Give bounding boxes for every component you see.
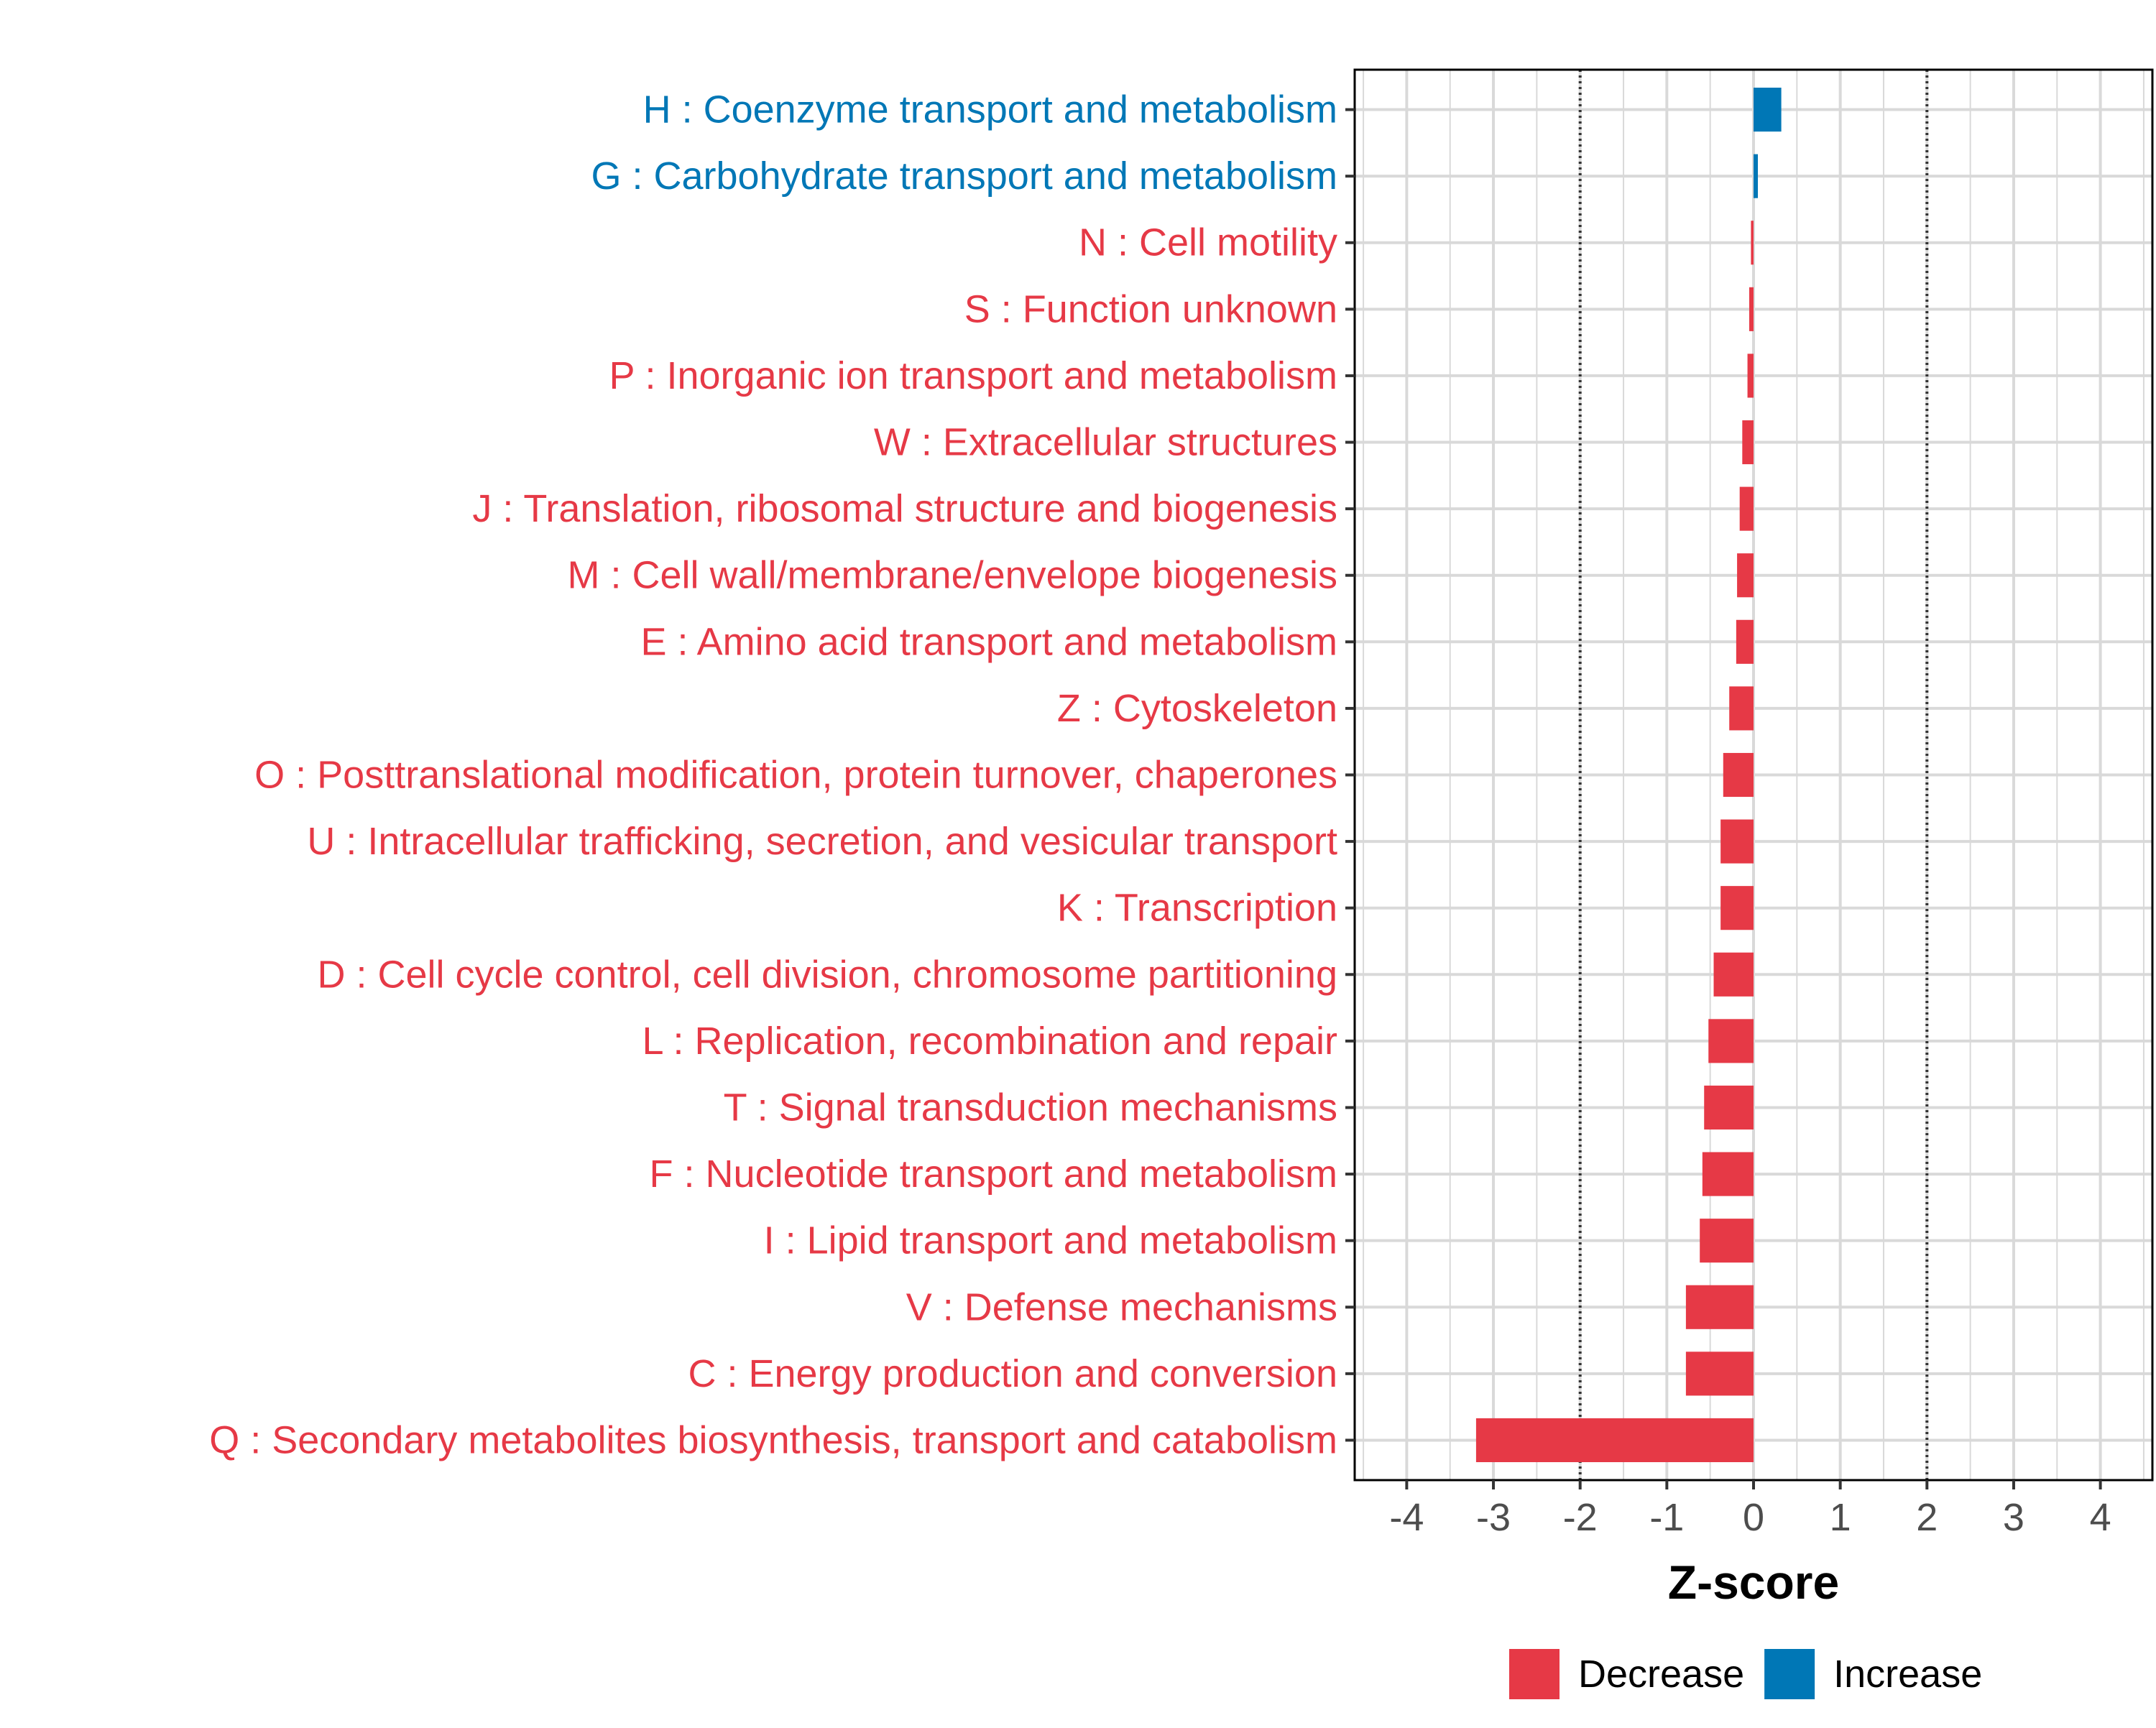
x-axis-ticks: -4 -3 -2 -1 0 1 2 3 4 xyxy=(1389,1480,2111,1539)
category-label: J : Translation, ribosomal structure and… xyxy=(472,487,1337,530)
category-label: P : Inorganic ion transport and metaboli… xyxy=(609,354,1337,397)
legend-label: Decrease xyxy=(1578,1653,1744,1696)
category-label: O : Posttranslational modification, prot… xyxy=(254,754,1337,797)
category-label: H : Coenzyme transport and metabolism xyxy=(643,88,1337,131)
category-label: C : Energy production and conversion xyxy=(688,1352,1337,1395)
bar xyxy=(1475,1418,1754,1462)
x-tick-label: -3 xyxy=(1476,1496,1511,1539)
x-tick-label: 0 xyxy=(1743,1496,1764,1539)
bar xyxy=(1685,1352,1754,1396)
bar xyxy=(1754,88,1782,132)
bar xyxy=(1754,154,1759,198)
category-label: W : Extracellular structures xyxy=(874,421,1337,464)
category-label: F : Nucleotide transport and metabolism xyxy=(650,1152,1337,1196)
category-label: N : Cell motility xyxy=(1079,221,1337,264)
x-tick-label: 1 xyxy=(1830,1496,1851,1539)
legend-label: Increase xyxy=(1833,1653,1982,1696)
bars xyxy=(1475,88,1782,1462)
x-tick-label: -4 xyxy=(1389,1496,1424,1539)
bar xyxy=(1702,1152,1754,1196)
x-axis-title: Z-score xyxy=(1668,1556,1839,1609)
x-tick-label: 4 xyxy=(2090,1496,2111,1539)
category-label: V : Defense mechanisms xyxy=(906,1285,1337,1329)
legend-swatch xyxy=(1509,1649,1560,1699)
category-label: I : Lipid transport and metabolism xyxy=(764,1219,1337,1262)
bar xyxy=(1720,819,1754,864)
x-tick-label: -2 xyxy=(1563,1496,1598,1539)
bar xyxy=(1742,420,1754,465)
x-tick-label: -1 xyxy=(1649,1496,1684,1539)
category-label: S : Function unknown xyxy=(964,287,1337,331)
legend-swatch xyxy=(1764,1649,1815,1699)
bar xyxy=(1723,752,1754,798)
y-axis-ticks xyxy=(1345,108,1355,1442)
bar xyxy=(1708,1019,1754,1063)
category-labels: H : Coenzyme transport and metabolism G :… xyxy=(209,88,1337,1462)
bar xyxy=(1737,553,1754,598)
x-tick-label: 2 xyxy=(1916,1496,1938,1539)
bar xyxy=(1751,221,1754,265)
bar xyxy=(1749,287,1754,331)
bar xyxy=(1739,486,1754,531)
category-label: Z : Cytoskeleton xyxy=(1057,687,1337,730)
category-label: D : Cell cycle control, cell division, c… xyxy=(317,953,1337,996)
bar xyxy=(1736,619,1754,664)
x-tick-label: 3 xyxy=(2003,1496,2024,1539)
category-label: G : Carbohydrate transport and metabolis… xyxy=(591,154,1338,198)
category-label: T : Signal transduction mechanisms xyxy=(724,1086,1337,1129)
category-label: Q : Secondary metabolites biosynthesis, … xyxy=(209,1418,1337,1461)
legend: Decrease Increase xyxy=(1509,1649,1982,1699)
bar xyxy=(1729,686,1754,731)
bar xyxy=(1685,1285,1754,1329)
category-label: L : Replication, recombination and repai… xyxy=(642,1020,1337,1063)
bar xyxy=(1713,952,1754,997)
bar xyxy=(1700,1219,1754,1263)
category-label: U : Intracellular trafficking, secretion… xyxy=(307,820,1337,863)
bar xyxy=(1704,1085,1754,1130)
category-label: K : Transcription xyxy=(1057,887,1337,930)
bar xyxy=(1720,886,1754,930)
category-label: E : Amino acid transport and metabolism xyxy=(641,620,1337,663)
category-label: M : Cell wall/membrane/envelope biogenes… xyxy=(567,554,1337,597)
bar xyxy=(1747,354,1754,398)
